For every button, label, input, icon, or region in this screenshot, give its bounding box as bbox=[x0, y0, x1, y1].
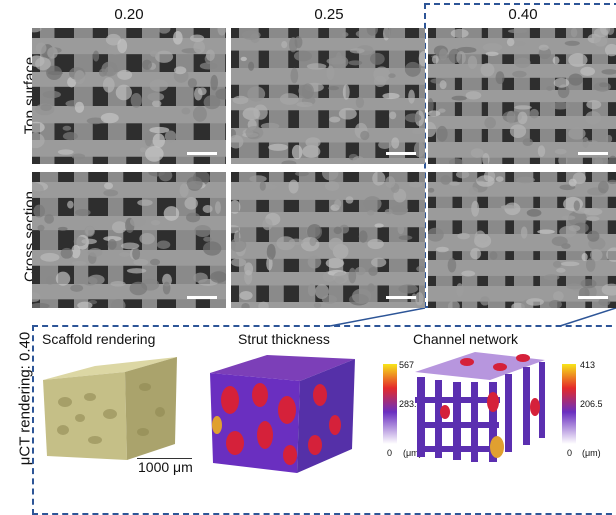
sem-micrograph-image bbox=[32, 28, 226, 164]
micrograph-scale-bar bbox=[386, 152, 416, 155]
channel-colorbar-min: 0 bbox=[567, 448, 573, 458]
channel-colorbar bbox=[562, 364, 576, 444]
scale-bar-label: 1000 μm bbox=[138, 459, 193, 475]
strut-colorbar bbox=[383, 364, 397, 444]
micrograph-scale-bar bbox=[386, 296, 416, 299]
sem-micrograph-image bbox=[231, 28, 425, 164]
sem-micrograph-image bbox=[231, 172, 425, 308]
column-label-0.40: 0.40 bbox=[508, 6, 538, 23]
micrograph-scale-bar bbox=[578, 296, 608, 299]
scale-bar-line bbox=[137, 458, 192, 459]
sem-micrograph-image bbox=[32, 172, 226, 308]
micrograph-scale-bar bbox=[578, 152, 608, 155]
panel-title-strut: Strut thickness bbox=[238, 331, 330, 347]
micrograph-scale-bar bbox=[187, 296, 217, 299]
sem-micrograph-image bbox=[428, 172, 616, 308]
scaffold-rendering-image bbox=[43, 357, 177, 460]
column-label-0.20: 0.20 bbox=[114, 6, 144, 23]
strut-thickness-image bbox=[210, 355, 355, 473]
channel-colorbar-max: 413 bbox=[580, 360, 596, 370]
channel-colorbar-unit: (μm) bbox=[582, 448, 601, 458]
panel-title-scaffold: Scaffold rendering bbox=[42, 331, 156, 347]
panel-title-channel: Channel network bbox=[413, 331, 519, 347]
micrograph-scale-bar bbox=[187, 152, 217, 155]
column-label-0.25: 0.25 bbox=[314, 6, 344, 23]
strut-colorbar-min: 0 bbox=[387, 448, 393, 458]
strut-colorbar-mid: 283.5 bbox=[399, 399, 422, 409]
channel-network-image bbox=[415, 352, 545, 462]
strut-colorbar-unit: (μm) bbox=[403, 448, 422, 458]
sem-micrograph-image bbox=[428, 28, 616, 164]
strut-colorbar-max: 567 bbox=[399, 360, 415, 370]
channel-colorbar-mid: 206.5 bbox=[580, 399, 603, 409]
